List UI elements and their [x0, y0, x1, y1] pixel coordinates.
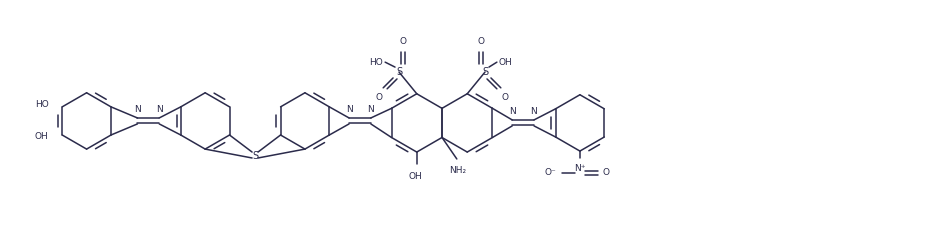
- Text: N: N: [367, 105, 374, 114]
- Text: OH: OH: [498, 58, 512, 67]
- Text: O: O: [399, 37, 406, 46]
- Text: O: O: [602, 168, 609, 177]
- Text: S: S: [482, 67, 487, 77]
- Text: N: N: [530, 107, 536, 116]
- Text: N: N: [134, 105, 141, 114]
- Text: S: S: [395, 67, 402, 77]
- Text: N: N: [345, 105, 352, 114]
- Text: NH₂: NH₂: [449, 166, 466, 175]
- Text: N⁺: N⁺: [574, 164, 585, 173]
- Text: HO: HO: [34, 100, 48, 109]
- Text: O: O: [375, 93, 382, 102]
- Text: O: O: [477, 37, 484, 46]
- Text: O⁻: O⁻: [544, 168, 556, 177]
- Text: N: N: [509, 107, 515, 116]
- Text: HO: HO: [369, 58, 382, 67]
- Text: OH: OH: [408, 172, 422, 181]
- Text: N: N: [156, 105, 162, 114]
- Text: O: O: [501, 93, 508, 102]
- Text: S: S: [251, 151, 258, 161]
- Text: OH: OH: [34, 133, 48, 142]
